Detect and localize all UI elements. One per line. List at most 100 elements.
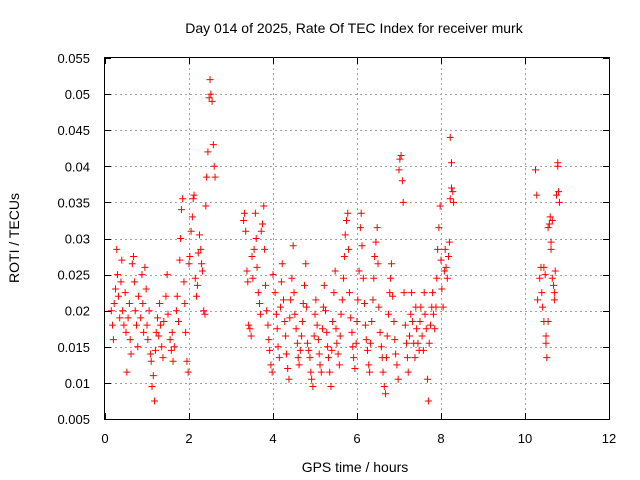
data-point (390, 318, 398, 326)
data-point (389, 292, 397, 300)
data-point (341, 231, 349, 239)
data-point (382, 354, 390, 362)
data-point (250, 245, 258, 253)
data-point (121, 289, 129, 297)
data-point (547, 245, 555, 253)
x-tick-label: 2 (185, 431, 192, 446)
data-point (261, 281, 269, 289)
data-point (345, 245, 353, 253)
data-point (146, 350, 154, 358)
data-point (446, 133, 454, 141)
y-tick-label: 0.045 (57, 123, 90, 138)
data-point (251, 209, 259, 217)
data-point (397, 151, 405, 159)
data-point (190, 191, 198, 199)
data-point (180, 278, 188, 286)
data-point (303, 303, 311, 311)
data-point (546, 213, 554, 221)
data-point (542, 339, 550, 347)
data-points (107, 76, 563, 405)
data-point (380, 383, 388, 391)
data-point (143, 321, 151, 329)
data-point (417, 303, 425, 311)
data-point (309, 383, 317, 391)
data-point (355, 267, 363, 275)
data-point (140, 328, 148, 336)
y-tick-label: 0.02 (65, 304, 90, 319)
data-point (356, 224, 364, 232)
data-point (210, 162, 218, 170)
data-point (350, 354, 358, 362)
data-point (370, 274, 378, 282)
data-point (298, 332, 306, 340)
data-point (116, 314, 124, 322)
data-point (159, 354, 167, 362)
data-point (374, 260, 382, 268)
grid (105, 58, 609, 419)
data-point (313, 321, 321, 329)
data-point (427, 321, 434, 329)
data-point (242, 227, 250, 235)
data-point (555, 188, 563, 196)
data-point (176, 256, 184, 264)
data-point (348, 328, 356, 336)
data-point (354, 296, 362, 304)
data-point (160, 318, 168, 326)
data-point (450, 198, 458, 206)
data-point (335, 361, 343, 369)
data-point (128, 260, 136, 268)
data-point (139, 299, 147, 307)
data-point (393, 361, 401, 369)
x-tick-label: 12 (602, 431, 616, 446)
data-point (249, 274, 257, 282)
y-tick-label: 0.04 (65, 159, 90, 174)
data-point (155, 332, 163, 340)
data-point (540, 263, 548, 271)
data-point (187, 227, 195, 235)
data-point (282, 350, 290, 358)
data-point (429, 289, 437, 297)
data-point (435, 224, 443, 232)
data-point (392, 350, 400, 358)
data-point (543, 354, 551, 362)
data-point (337, 310, 345, 318)
data-point (395, 166, 403, 174)
data-point (375, 303, 383, 311)
data-point (551, 267, 559, 275)
data-point (240, 209, 248, 217)
data-point (185, 260, 193, 268)
data-point (256, 310, 264, 318)
data-point (118, 256, 126, 264)
data-point (293, 339, 301, 347)
data-point (404, 368, 412, 376)
data-point (365, 361, 373, 369)
data-point (376, 328, 384, 336)
data-point (446, 195, 454, 203)
data-point (256, 299, 264, 307)
data-point (550, 296, 558, 304)
data-point (263, 307, 271, 315)
data-point (252, 235, 260, 242)
data-point (398, 177, 406, 185)
data-point (536, 274, 544, 282)
data-point (133, 321, 140, 329)
data-point (368, 318, 376, 326)
data-point (443, 274, 451, 282)
data-point (353, 318, 361, 326)
data-point (351, 364, 359, 372)
data-point (349, 343, 357, 351)
data-point (294, 354, 302, 362)
data-point (437, 256, 445, 264)
data-point (130, 278, 138, 286)
data-point (422, 325, 430, 333)
data-point (273, 325, 281, 333)
data-point (320, 281, 328, 289)
data-point (545, 220, 553, 228)
data-point (175, 318, 182, 326)
data-point (167, 346, 175, 354)
data-point (290, 289, 298, 297)
data-point (532, 166, 539, 174)
data-point (109, 336, 117, 344)
data-point (324, 343, 332, 351)
data-point (179, 195, 187, 203)
